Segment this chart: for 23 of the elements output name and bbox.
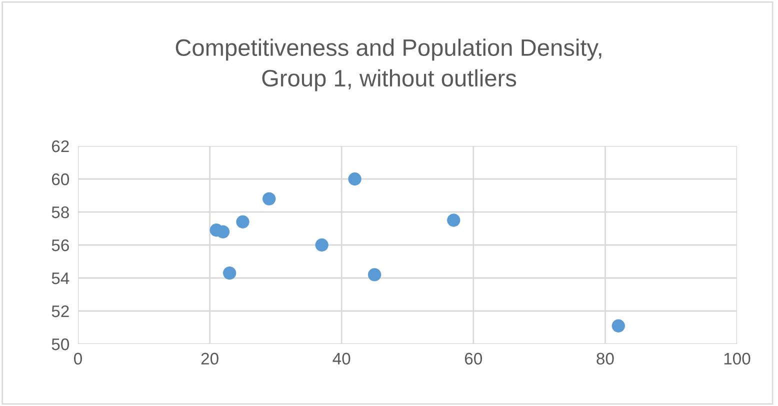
point (236, 215, 250, 228)
point (447, 214, 460, 227)
x-tick-label: 80 (596, 352, 614, 365)
y-tick-label: 52 (52, 305, 69, 318)
x-tick-label: 100 (724, 352, 750, 365)
point (216, 225, 230, 238)
x-tick-label: 60 (464, 352, 482, 365)
point (222, 266, 236, 280)
x-tick-label: 20 (201, 352, 218, 365)
y-tick-label: 54 (52, 272, 70, 284)
point (315, 238, 328, 252)
chart-title: Competitiveness and Population Density, Group 1, without outliers (176, 38, 602, 92)
y-tick-label: 58 (52, 206, 69, 218)
y-tick-label: 56 (52, 239, 69, 252)
point (612, 319, 625, 332)
point (262, 192, 276, 206)
y-tick-label: 62 (52, 140, 69, 152)
point (368, 268, 382, 282)
x-tick-label: 40 (332, 352, 350, 365)
point (348, 172, 362, 186)
y-tick-label: 50 (52, 338, 70, 350)
y-tick-label: 60 (52, 173, 70, 186)
x-tick-label: 0 (74, 352, 82, 365)
